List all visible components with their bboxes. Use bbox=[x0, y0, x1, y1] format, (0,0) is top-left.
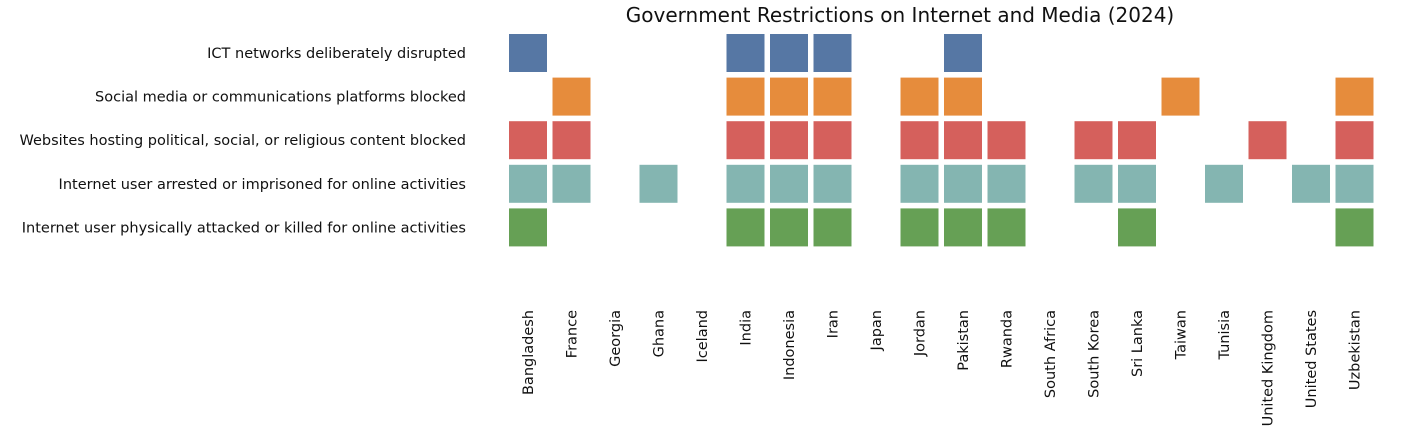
heatmap-cell bbox=[944, 34, 982, 72]
heatmap-cell bbox=[944, 164, 982, 203]
row-labels: ICT networks deliberately disrupted Socia… bbox=[19, 46, 466, 236]
heatmap-cell bbox=[639, 164, 678, 203]
column-label: Japan bbox=[869, 310, 885, 351]
heatmap-cell bbox=[1335, 208, 1374, 247]
row-label: Internet user arrested or imprisoned for… bbox=[59, 177, 466, 193]
heatmap-cell bbox=[770, 121, 808, 160]
heatmap-cell bbox=[813, 77, 852, 116]
heatmap-cell bbox=[1118, 121, 1156, 160]
heatmap-cell bbox=[944, 208, 982, 247]
column-label: Taiwan bbox=[1174, 310, 1190, 360]
heatmap-cell bbox=[770, 34, 808, 72]
column-labels: Bangladesh France Georgia Ghana Iceland India… bbox=[521, 310, 1364, 426]
heatmap-cell bbox=[813, 121, 852, 160]
column-label: Uzbekistan bbox=[1348, 310, 1364, 390]
column-label: United States bbox=[1304, 310, 1320, 408]
column-label: France bbox=[565, 310, 581, 358]
column-label: United Kingdom bbox=[1261, 310, 1277, 426]
heatmap-cell bbox=[944, 77, 982, 116]
column-label: Georgia bbox=[608, 310, 624, 367]
row-label: Internet user physically attacked or kil… bbox=[22, 220, 466, 236]
heatmap-cell bbox=[1335, 121, 1374, 160]
heatmap-cell bbox=[726, 164, 765, 203]
column-label: Tunisia bbox=[1217, 310, 1233, 361]
heatmap-cell bbox=[987, 164, 1026, 203]
heatmap-cell bbox=[770, 164, 808, 203]
heatmap-cell bbox=[552, 164, 591, 203]
row-label: Social media or communications platforms… bbox=[95, 90, 466, 106]
heatmap-cell bbox=[944, 121, 982, 160]
heatmap-cell bbox=[813, 34, 852, 72]
heatmap-cell bbox=[726, 77, 765, 116]
column-label: Pakistan bbox=[956, 310, 972, 371]
column-label: South Korea bbox=[1087, 310, 1103, 398]
heatmap-cell bbox=[1335, 164, 1374, 203]
column-label: South Africa bbox=[1043, 310, 1059, 398]
heatmap-cell bbox=[726, 208, 765, 247]
heatmap-cell bbox=[509, 208, 547, 247]
column-label: India bbox=[739, 310, 755, 346]
chart-title: Government Restrictions on Internet and … bbox=[626, 3, 1174, 27]
heatmap-cell bbox=[770, 208, 808, 247]
heatmap-cell bbox=[1074, 164, 1113, 203]
heatmap-cell bbox=[900, 208, 939, 247]
heatmap-cell bbox=[726, 34, 765, 72]
heatmap-cell bbox=[1335, 77, 1374, 116]
heatmap-cell bbox=[900, 164, 939, 203]
heatmap-cell bbox=[987, 121, 1026, 160]
heatmap-cell bbox=[509, 164, 547, 203]
heatmap-cell bbox=[813, 208, 852, 247]
column-label: Iran bbox=[826, 310, 842, 338]
heatmap-cell bbox=[552, 121, 591, 160]
heatmap-cell bbox=[900, 77, 939, 116]
heatmap-cell bbox=[1161, 77, 1200, 116]
heatmap-cell bbox=[900, 121, 939, 160]
cells-group bbox=[509, 34, 1374, 247]
row-label: Websites hosting political, social, or r… bbox=[19, 133, 466, 149]
heatmap-cell bbox=[1205, 164, 1243, 203]
column-label: Indonesia bbox=[782, 310, 798, 380]
heatmap-cell bbox=[770, 77, 808, 116]
heatmap-cell bbox=[1248, 121, 1287, 160]
column-label: Jordan bbox=[913, 310, 929, 357]
heatmap-cell bbox=[1292, 164, 1330, 203]
heatmap-cell bbox=[726, 121, 765, 160]
heatmap-cell bbox=[813, 164, 852, 203]
heatmap-cell bbox=[1118, 164, 1156, 203]
column-label: Rwanda bbox=[1000, 310, 1016, 368]
heatmap-cell bbox=[1074, 121, 1113, 160]
column-label: Iceland bbox=[695, 310, 711, 362]
column-label: Ghana bbox=[652, 310, 668, 357]
heatmap-cell bbox=[509, 121, 547, 160]
heatmap-cell bbox=[987, 208, 1026, 247]
column-label: Sri Lanka bbox=[1130, 310, 1146, 377]
row-label: ICT networks deliberately disrupted bbox=[207, 46, 466, 62]
column-label: Bangladesh bbox=[521, 310, 537, 395]
heatmap-cell bbox=[509, 34, 547, 72]
heatmap-cell bbox=[1118, 208, 1156, 247]
heatmap-cell bbox=[552, 77, 591, 116]
